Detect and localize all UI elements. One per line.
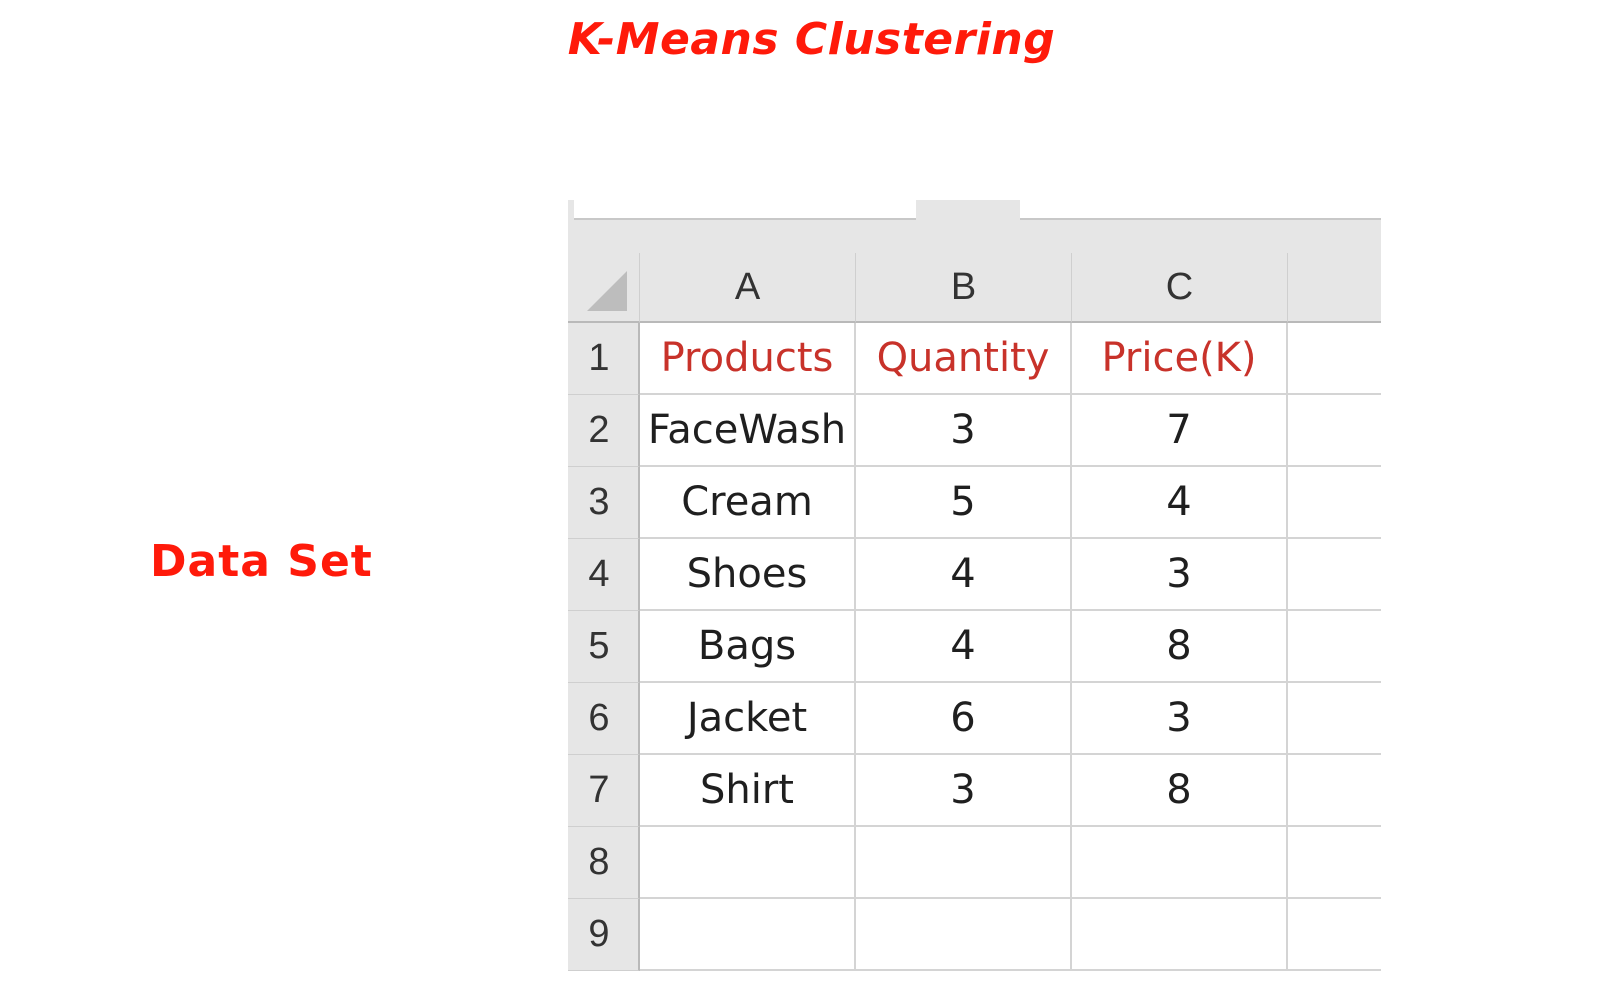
cell-d4[interactable] — [1288, 539, 1381, 611]
table-row: Shoes 4 3 — [640, 539, 1381, 611]
cell-b3[interactable]: 5 — [856, 467, 1072, 539]
select-all-corner[interactable] — [568, 253, 640, 323]
column-header-a[interactable]: A — [640, 253, 856, 323]
cell-b4[interactable]: 4 — [856, 539, 1072, 611]
cell-c1[interactable]: Price(K) — [1072, 323, 1288, 395]
column-header-d[interactable] — [1288, 253, 1381, 323]
table-row — [640, 899, 1381, 971]
ribbon-tab-left — [574, 200, 916, 220]
cell-b8[interactable] — [856, 827, 1072, 899]
cell-a7[interactable]: Shirt — [640, 755, 856, 827]
cell-b9[interactable] — [856, 899, 1072, 971]
cell-d8[interactable] — [1288, 827, 1381, 899]
row-headers: 1 2 3 4 5 6 7 8 9 — [568, 323, 640, 971]
cell-b5[interactable]: 4 — [856, 611, 1072, 683]
cell-c5[interactable]: 8 — [1072, 611, 1288, 683]
row-header-9[interactable]: 9 — [568, 899, 640, 971]
table-row: Bags 4 8 — [640, 611, 1381, 683]
cell-d2[interactable] — [1288, 395, 1381, 467]
row-header-6[interactable]: 6 — [568, 683, 640, 755]
cell-d3[interactable] — [1288, 467, 1381, 539]
cell-c3[interactable]: 4 — [1072, 467, 1288, 539]
cell-a6[interactable]: Jacket — [640, 683, 856, 755]
cell-d9[interactable] — [1288, 899, 1381, 971]
cell-b1[interactable]: Quantity — [856, 323, 1072, 395]
row-header-2[interactable]: 2 — [568, 395, 640, 467]
column-header-c[interactable]: C — [1072, 253, 1288, 323]
table-row — [640, 827, 1381, 899]
cell-a3[interactable]: Cream — [640, 467, 856, 539]
table-row: Cream 5 4 — [640, 467, 1381, 539]
column-headers: A B C — [640, 253, 1381, 323]
row-header-5[interactable]: 5 — [568, 611, 640, 683]
table-row: Jacket 6 3 — [640, 683, 1381, 755]
row-header-7[interactable]: 7 — [568, 755, 640, 827]
cell-c2[interactable]: 7 — [1072, 395, 1288, 467]
cell-a9[interactable] — [640, 899, 856, 971]
cell-b6[interactable]: 6 — [856, 683, 1072, 755]
spreadsheet: A B C 1 2 3 4 5 6 7 8 9 Products Quantit… — [568, 200, 1381, 990]
cell-b7[interactable]: 3 — [856, 755, 1072, 827]
row-header-4[interactable]: 4 — [568, 539, 640, 611]
cell-d7[interactable] — [1288, 755, 1381, 827]
cell-a2[interactable]: FaceWash — [640, 395, 856, 467]
column-header-b[interactable]: B — [856, 253, 1072, 323]
cell-c9[interactable] — [1072, 899, 1288, 971]
cell-d5[interactable] — [1288, 611, 1381, 683]
cell-c6[interactable]: 3 — [1072, 683, 1288, 755]
table-row: Shirt 3 8 — [640, 755, 1381, 827]
cell-grid: Products Quantity Price(K) FaceWash 3 7 … — [640, 323, 1381, 971]
slide-title: K-Means Clustering — [567, 14, 1056, 65]
cell-a1[interactable]: Products — [640, 323, 856, 395]
cell-a5[interactable]: Bags — [640, 611, 856, 683]
table-row: FaceWash 3 7 — [640, 395, 1381, 467]
cell-a4[interactable]: Shoes — [640, 539, 856, 611]
ribbon-strip — [568, 200, 1381, 253]
cell-d1[interactable] — [1288, 323, 1381, 395]
row-header-8[interactable]: 8 — [568, 827, 640, 899]
ribbon-tab-right — [1020, 200, 1381, 220]
cell-a8[interactable] — [640, 827, 856, 899]
select-all-triangle-icon — [587, 271, 627, 311]
cell-d6[interactable] — [1288, 683, 1381, 755]
row-header-1[interactable]: 1 — [568, 323, 640, 395]
cell-c4[interactable]: 3 — [1072, 539, 1288, 611]
data-set-label: Data Set — [150, 536, 373, 587]
cell-c8[interactable] — [1072, 827, 1288, 899]
row-header-3[interactable]: 3 — [568, 467, 640, 539]
cell-c7[interactable]: 8 — [1072, 755, 1288, 827]
header-row: Products Quantity Price(K) — [640, 323, 1381, 395]
cell-b2[interactable]: 3 — [856, 395, 1072, 467]
